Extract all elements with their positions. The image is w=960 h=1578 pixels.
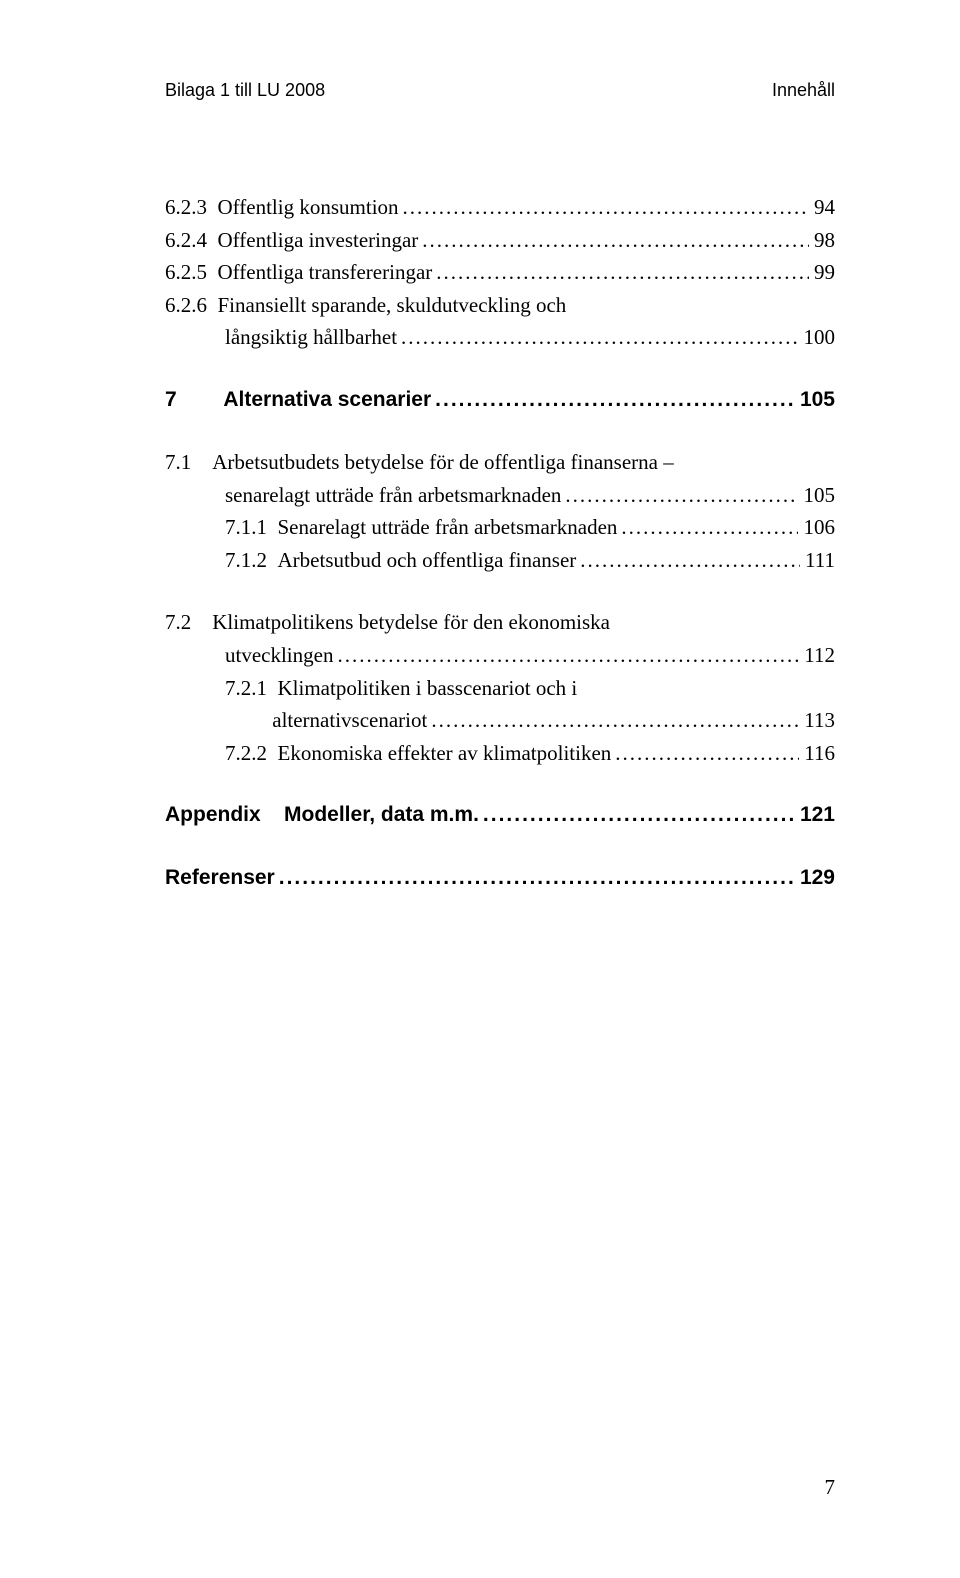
toc-entry: 6.2.5 Offentliga transfereringar .......… <box>165 256 835 289</box>
toc-leader: ........................................… <box>431 384 794 417</box>
toc-entry: 6.2.3 Offentlig konsumtion .............… <box>165 191 835 224</box>
toc-number: 7.1 <box>165 446 212 479</box>
toc-entry: 6.2.4 Offentliga investeringar .........… <box>165 224 835 257</box>
toc-label: långsiktig hållbarhet <box>225 321 397 354</box>
toc-label: alternativscenariot <box>272 704 427 737</box>
toc-entry: 7.1 Arbetsutbudets betydelse för de offe… <box>165 446 835 479</box>
toc-section: Appendix Modeller, data m.m. ...........… <box>165 799 835 832</box>
toc-label: Finansiellt sparande, skuldutveckling oc… <box>218 289 567 322</box>
toc-leader: ........................................… <box>576 544 800 577</box>
page: Bilaga 1 till LU 2008 Innehåll 6.2.3 Off… <box>0 0 960 1578</box>
toc-page: 105 <box>798 479 835 512</box>
header-left: Bilaga 1 till LU 2008 <box>165 80 325 101</box>
toc-label: Ekonomiska effekter av klimatpolitiken <box>278 737 612 770</box>
toc-number: 7.2.2 <box>225 737 278 770</box>
table-of-contents: 6.2.3 Offentlig konsumtion .............… <box>165 191 835 894</box>
toc-number <box>225 704 272 737</box>
toc-leader: ........................................… <box>275 862 794 895</box>
toc-number: 6.2.4 <box>165 224 218 257</box>
toc-entry: 6.2.6 Finansiellt sparande, skuldutveckl… <box>165 289 835 322</box>
toc-page: 113 <box>799 704 835 737</box>
toc-label: Offentliga investeringar <box>218 224 419 257</box>
toc-leader: ........................................… <box>399 191 809 224</box>
header-right: Innehåll <box>772 80 835 101</box>
toc-page: 105 <box>794 384 835 417</box>
toc-entry-continuation: alternativscenariot ....................… <box>165 704 835 737</box>
toc-section: 7 Alternativa scenarier ................… <box>165 384 835 417</box>
toc-number: 7.2.1 <box>225 672 278 705</box>
toc-label: Modeller, data m.m. <box>284 799 479 832</box>
toc-leader: ........................................… <box>397 321 798 354</box>
toc-page: 106 <box>798 511 835 544</box>
toc-leader: ........................................… <box>432 256 808 289</box>
toc-page: 94 <box>809 191 835 224</box>
toc-leader: ........................................… <box>418 224 808 257</box>
toc-label: Offentliga transfereringar <box>218 256 433 289</box>
toc-page: 116 <box>799 737 835 770</box>
toc-page: 98 <box>809 224 835 257</box>
toc-page: 129 <box>794 862 835 895</box>
page-header: Bilaga 1 till LU 2008 Innehåll <box>165 80 835 101</box>
toc-number: 7.2 <box>165 606 212 639</box>
toc-leader: ........................................… <box>561 479 798 512</box>
toc-entry: 7.1.2 Arbetsutbud och offentliga finanse… <box>165 544 835 577</box>
toc-number: 7 <box>165 384 223 417</box>
toc-entry-continuation: långsiktig hållbarhet ..................… <box>165 321 835 354</box>
toc-section: Referenser .............................… <box>165 862 835 895</box>
toc-label: Senarelagt utträde från arbetsmarknaden <box>278 511 618 544</box>
toc-number: 6.2.6 <box>165 289 218 322</box>
toc-label: Arbetsutbud och offentliga finanser <box>278 544 577 577</box>
toc-label: Arbetsutbudets betydelse för de offentli… <box>212 446 673 479</box>
toc-number: Referenser <box>165 862 275 895</box>
toc-label: Alternativa scenarier <box>223 384 431 417</box>
toc-page: 112 <box>799 639 835 672</box>
toc-leader: ........................................… <box>333 639 799 672</box>
toc-label: senarelagt utträde från arbetsmarknaden <box>225 479 561 512</box>
toc-leader: ........................................… <box>479 799 794 832</box>
toc-number: 6.2.5 <box>165 256 218 289</box>
toc-entry: 7.2.2 Ekonomiska effekter av klimatpolit… <box>165 737 835 770</box>
toc-entry: 7.1.1 Senarelagt utträde från arbetsmark… <box>165 511 835 544</box>
toc-number: 6.2.3 <box>165 191 218 224</box>
toc-entry-continuation: senarelagt utträde från arbetsmarknaden … <box>165 479 835 512</box>
toc-leader: ........................................… <box>427 704 799 737</box>
toc-label: Klimatpolitiken i basscenariot och i <box>278 672 578 705</box>
toc-leader: ........................................… <box>611 737 799 770</box>
toc-label: Offentlig konsumtion <box>218 191 399 224</box>
toc-entry: 7.2.1 Klimatpolitiken i basscenariot och… <box>165 672 835 705</box>
toc-page: 121 <box>794 799 835 832</box>
toc-entry: 7.2 Klimatpolitikens betydelse för den e… <box>165 606 835 639</box>
toc-number: Appendix <box>165 799 284 832</box>
toc-number: 7.1.2 <box>225 544 278 577</box>
toc-label: Klimatpolitikens betydelse för den ekono… <box>212 606 610 639</box>
page-number: 7 <box>825 1475 836 1500</box>
toc-page: 99 <box>809 256 835 289</box>
toc-page: 111 <box>800 544 835 577</box>
toc-label: utvecklingen <box>225 639 333 672</box>
toc-number: 7.1.1 <box>225 511 278 544</box>
toc-page: 100 <box>798 321 835 354</box>
toc-entry-continuation: utvecklingen ...........................… <box>165 639 835 672</box>
toc-leader: ........................................… <box>617 511 798 544</box>
